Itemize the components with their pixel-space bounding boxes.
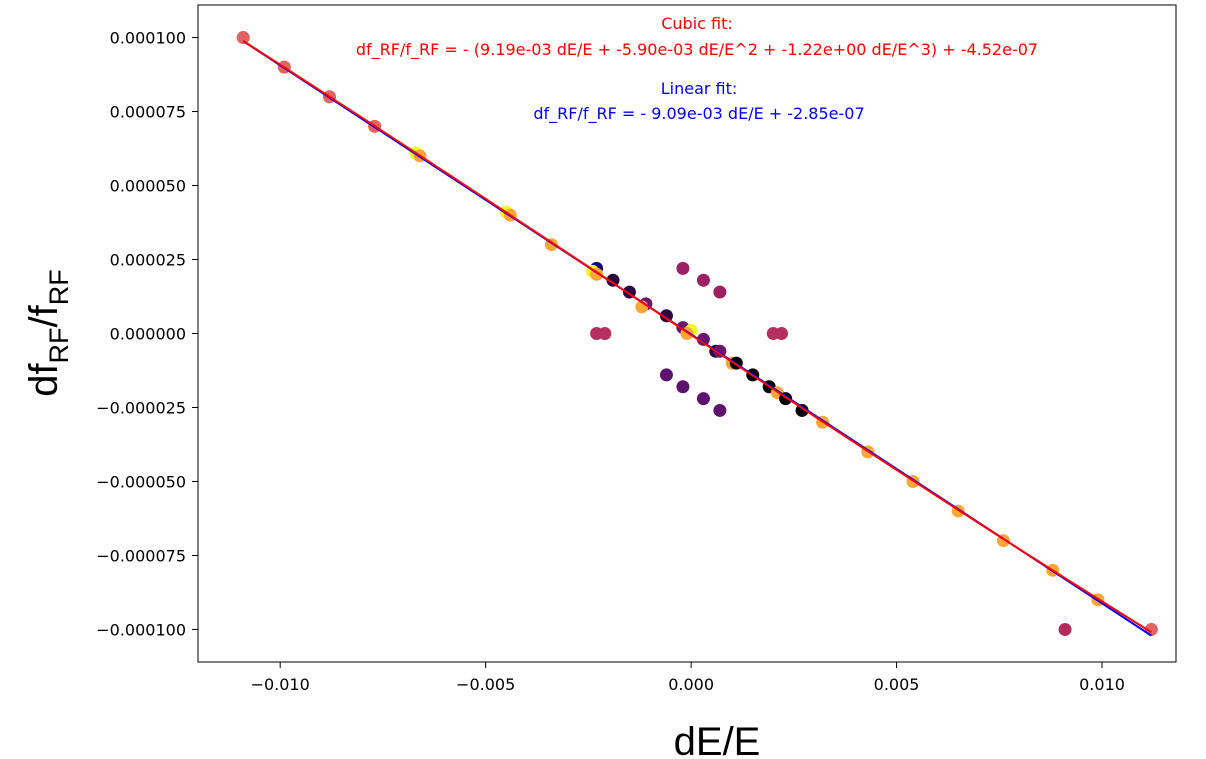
y-tick-label: 0.000000 [110, 325, 186, 344]
x-tick-label: −0.010 [251, 675, 310, 694]
cubic-fit-line [242, 40, 1152, 634]
y-axis-label-main: df [22, 363, 66, 397]
y-axis: 0.000100 0.000075 0.000050 0.000025 0.000000… [96, 29, 198, 639]
data-point [659, 368, 673, 382]
y-tick-label: 0.000100 [110, 29, 186, 48]
data-point [696, 392, 710, 406]
y-tick-label: −0.000050 [96, 472, 186, 491]
data-point [598, 327, 612, 340]
y-axis-label-sub1: RF [44, 327, 74, 363]
data-point [1058, 622, 1072, 636]
plot-area [197, 4, 1177, 663]
x-tick-label: 0.000 [668, 675, 714, 694]
cubic-fit-annotation: Cubic fit: df_RF/f_RF = - (9.19e-03 dE/E… [356, 14, 1038, 60]
y-tick-label: −0.000025 [96, 398, 186, 417]
data-point [696, 332, 710, 346]
data-point [713, 285, 727, 299]
data-point [659, 309, 673, 323]
x-tick-label: −0.005 [456, 675, 515, 694]
x-axis-label: dE/E [674, 720, 761, 759]
y-tick-label: −0.000075 [96, 546, 186, 565]
x-axis: −0.010 −0.005 0.000 0.005 0.010 [251, 662, 1125, 694]
data-point [236, 31, 250, 45]
data-point [606, 273, 620, 287]
linear-fit-title: Linear fit: [661, 79, 738, 98]
cubic-fit-formula: df_RF/f_RF = - (9.19e-03 dE/E + -5.90e-0… [356, 40, 1038, 60]
cubic-fit-title: Cubic fit: [661, 14, 733, 33]
y-tick-label: −0.000100 [96, 620, 186, 639]
y-tick-label: 0.000050 [110, 177, 186, 196]
data-point [795, 403, 809, 417]
data-point [775, 327, 789, 340]
data-point [696, 273, 710, 287]
x-tick-label: 0.005 [874, 675, 920, 694]
fit-lines [242, 40, 1152, 637]
linear-fit-formula: df_RF/f_RF = - 9.09e-03 dE/E + -2.85e-07 [533, 104, 864, 124]
data-point [676, 261, 690, 275]
data-point [713, 403, 727, 417]
linear-fit-annotation: Linear fit: df_RF/f_RF = - 9.09e-03 dE/E… [533, 79, 864, 124]
x-tick-label: 0.010 [1079, 675, 1125, 694]
y-tick-label: 0.000025 [110, 251, 186, 270]
y-axis-label: dfRF/fRF [22, 269, 74, 397]
y-tick-label: 0.000075 [110, 103, 186, 122]
y-axis-label-sub2: RF [44, 269, 74, 305]
data-point [676, 380, 690, 394]
y-axis-label-mid: /f [22, 304, 66, 327]
